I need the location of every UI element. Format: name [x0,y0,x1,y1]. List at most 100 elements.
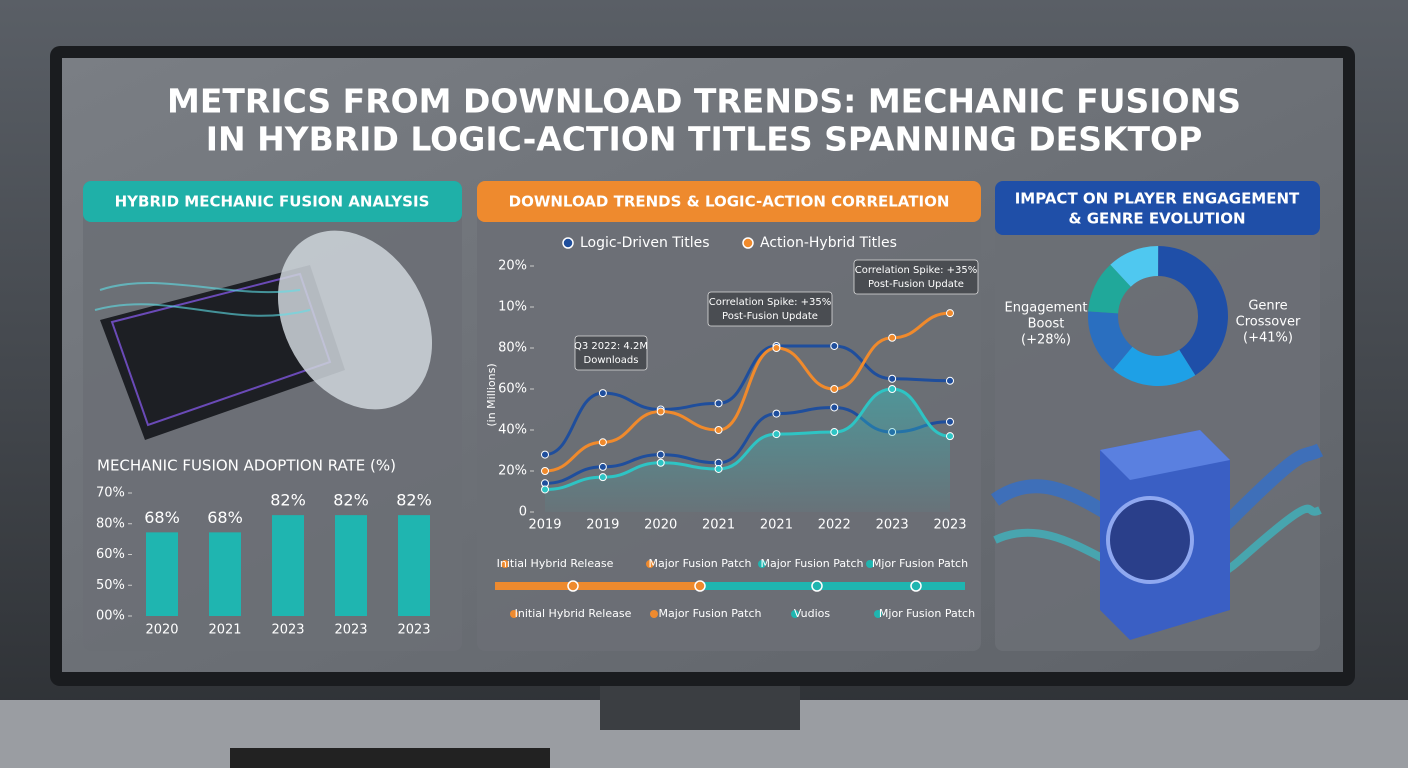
legend-swatch [742,237,754,249]
annotation: Post-Fusion Update [868,279,964,290]
timeline-label: Mjor Fusion Patch [872,557,968,570]
annotation-box [574,335,648,371]
annotation-box [707,291,833,327]
donut-slice [1113,346,1196,387]
annotation: Downloads [584,355,639,366]
timeline-label: Major Fusion Patch [761,557,864,570]
point [656,450,665,459]
x-tick-label: 2019 [528,518,561,533]
donut-slice [1158,246,1229,376]
y-tick-label: 20% [498,259,527,274]
timeline-label: Mjor Fusion Patch [879,607,975,620]
donut-label: Boost [1028,317,1065,332]
y-tick-label: 00% [96,609,125,624]
donut-label: Engagement [1005,301,1088,316]
point [598,438,607,447]
x-tick-label: 2021 [702,518,735,533]
bar [272,515,304,616]
point [598,389,607,398]
timeline-icon [510,610,518,618]
timeline-icon [791,610,799,618]
point [830,403,839,412]
point [946,309,954,318]
timeline-dot [694,580,706,592]
donut-label: Crossover [1236,315,1301,330]
y-tick-label: 20% [498,464,527,479]
point [656,458,665,467]
panel-header: DOWNLOAD TRENDS & LOGIC-ACTION CORRELATI… [509,193,950,211]
y-tick-label: 10% [498,300,527,315]
point [888,374,897,383]
point [772,430,781,439]
panel-bg [995,181,1320,651]
x-tick-label: 2021 [760,518,793,533]
point [714,464,723,473]
value-label: 82% [333,491,369,510]
point [656,407,665,416]
bar [335,515,367,616]
timeline-icon [501,560,509,568]
timeline-dot [811,580,823,592]
series-line [544,311,951,473]
timeline-icon [874,610,882,618]
page-title: IN HYBRID LOGIC-ACTION TITLES SPANNING D… [206,120,1203,159]
donut-slice [1088,264,1131,314]
x-tick-label: 2022 [818,518,851,533]
point [541,467,549,475]
legend-label: Action-Hybrid Titles [760,235,897,251]
panel-header-bg [477,181,981,222]
point [541,450,549,459]
timeline-label: Vudios [794,607,831,620]
panel-header-bg [995,181,1320,235]
donut-label: (+28%) [1021,333,1071,348]
panel-bg [477,181,981,651]
y-tick-label: 60% [498,382,527,397]
x-tick-label: 2019 [586,518,619,533]
panel-header-bg [83,181,462,222]
x-tick-label: 2023 [933,518,966,533]
value-label: 68% [144,508,180,527]
annotation-box [853,259,979,295]
y-tick-label: 80% [96,516,125,531]
mouse [277,230,433,410]
y-tick-label: 40% [498,423,527,438]
x-tick-label: 2020 [145,623,178,638]
point [772,409,781,418]
y-tick-label: 60% [96,547,125,562]
keyboard-edge [230,748,550,768]
panel-header: IMPACT ON PLAYER ENGAGEMENT [1015,190,1300,208]
y-axis-label: (in Millions) [485,363,498,426]
y-tick-label: 80% [498,341,527,356]
panel-2 [477,181,981,651]
point [598,462,607,471]
x-tick-label: 2023 [334,623,367,638]
bar [146,532,178,616]
area [545,389,950,512]
point [598,473,607,482]
timeline-label: Initial Hybrid Release [515,607,632,620]
point [541,485,549,494]
annotation: Correlation Spike: +35% [709,297,832,308]
timeline-dot [910,580,922,592]
x-tick-label: 2020 [644,518,677,533]
x-tick-label: 2023 [876,518,909,533]
timeline-bar [495,582,700,590]
point [830,341,839,350]
legend-swatch [562,237,574,249]
value-label: 82% [396,491,432,510]
donut-label: Genre [1248,299,1287,314]
timeline-bar [700,582,965,590]
point [830,385,839,393]
point [946,432,954,441]
timeline-icon [646,560,654,568]
server-top [1100,430,1230,480]
annotation: Correlation Spike: +35% [855,265,978,276]
timeline-label: Initial Hybrid Release [497,557,614,570]
timeline-label: Major Fusion Patch [649,557,752,570]
point [714,399,723,408]
point [946,417,954,426]
y-tick-label: 70% [96,486,125,501]
point [772,344,781,352]
panel-header: HYBRID MECHANIC FUSION ANALYSIS [115,193,430,211]
